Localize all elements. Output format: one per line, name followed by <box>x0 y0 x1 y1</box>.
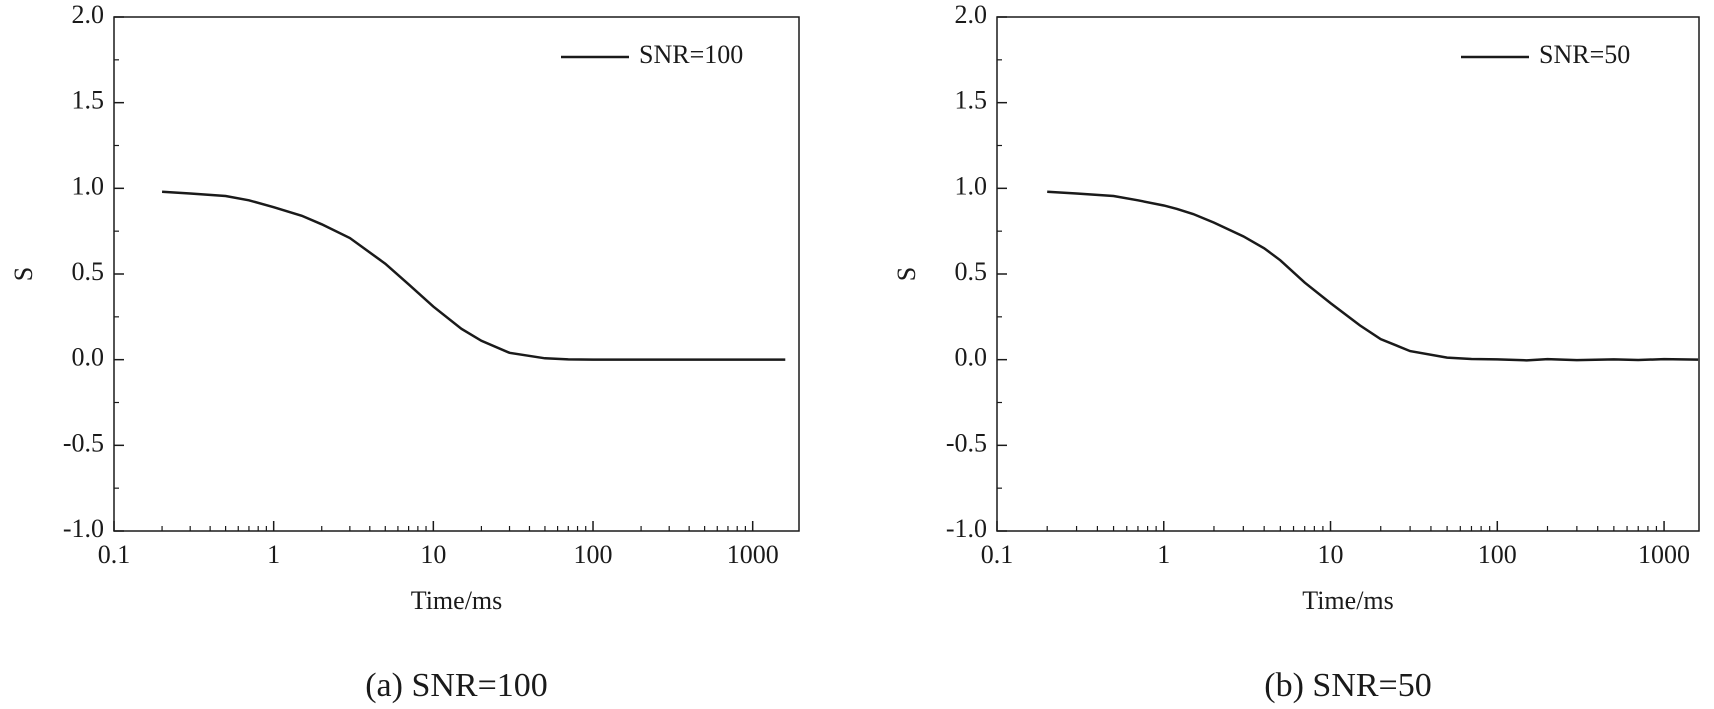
y-tick-label: 2.0 <box>72 0 105 29</box>
x-tick-label: 0.1 <box>981 540 1014 569</box>
legend-label: SNR=100 <box>639 40 743 69</box>
y-tick-label: 1.5 <box>955 86 988 115</box>
x-tick-label: 100 <box>574 540 613 569</box>
y-tick-label: -1.0 <box>63 514 104 543</box>
x-tick-label: 10 <box>420 540 446 569</box>
x-tick-label: 1 <box>267 540 280 569</box>
x-tick-label: 100 <box>1478 540 1517 569</box>
x-axis-title: Time/ms <box>1302 586 1394 615</box>
y-tick-label: 0.5 <box>955 257 988 286</box>
plot-frame <box>996 16 1700 532</box>
x-tick-label: 1000 <box>727 540 779 569</box>
y-tick-label: 0.0 <box>72 343 105 372</box>
legend-label: SNR=50 <box>1539 40 1630 69</box>
y-axis-title: S <box>892 267 921 281</box>
y-tick-label: 0.0 <box>955 343 988 372</box>
caption: (b) SNR=50 <box>1264 667 1431 704</box>
y-tick-label: -0.5 <box>946 428 987 457</box>
chart: -1.0 -0.5 0.0 0.5 1.0 1.5 2.0 0.1 1 10 100 1000 Time… <box>9 0 800 704</box>
x-tick-label: 1000 <box>1638 540 1690 569</box>
line-series <box>1047 190 1699 362</box>
chart: -1.0 -0.5 0.0 0.5 1.0 1.5 2.0 0.1 1 10 100 1000 Time… <box>892 0 1700 704</box>
y-tick-label: -0.5 <box>63 428 104 457</box>
x-tick-label: 10 <box>1318 540 1344 569</box>
y-tick-label: 0.5 <box>72 257 105 286</box>
x-axis-title: Time/ms <box>411 586 503 615</box>
caption: (a) SNR=100 <box>365 667 548 704</box>
x-tick-label: 0.1 <box>98 540 131 569</box>
x-tick-label: 1 <box>1157 540 1170 569</box>
plot-frame <box>113 16 800 532</box>
y-tick-label: 1.0 <box>72 171 105 200</box>
y-axis-title: S <box>9 267 38 281</box>
line-series <box>161 190 786 361</box>
y-tick-label: 1.5 <box>72 86 105 115</box>
y-tick-label: 1.0 <box>955 171 988 200</box>
y-tick-label: -1.0 <box>946 514 987 543</box>
y-tick-label: 2.0 <box>955 0 988 29</box>
